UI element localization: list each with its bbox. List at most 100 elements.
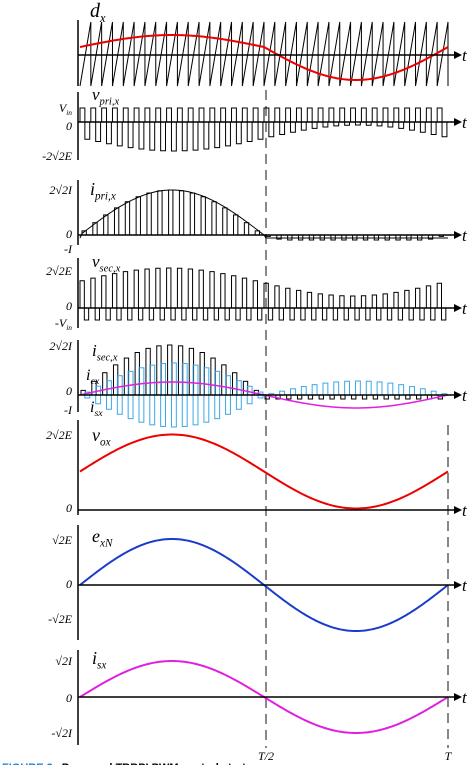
tick-label-main: -2√2E	[42, 149, 73, 163]
pri-voltage-pulse	[425, 107, 437, 135]
cap-current-pulse	[333, 381, 340, 396]
tick-label: -I	[64, 242, 73, 256]
signal-label: dx	[90, 0, 106, 25]
pri-voltage-pulse	[404, 107, 415, 131]
signal-label: vpri,x	[92, 85, 119, 107]
tick-label-main: 0	[66, 577, 72, 591]
tick-label-main: 0	[66, 691, 72, 705]
caption: FIGURE 2. Proposed TBBPI PWM control stra…	[2, 762, 266, 765]
tick-label: 2√2I	[49, 339, 73, 353]
axis-label: t	[462, 113, 468, 132]
sec-voltage-pulse	[393, 291, 404, 321]
pri-current-pulse	[211, 201, 217, 236]
signal-label-sub: ox	[100, 437, 111, 449]
pri-voltage-pulse	[393, 107, 405, 129]
signal-label-main: e	[92, 526, 100, 546]
pri-voltage-pulse	[176, 107, 188, 152]
tick-label-main: 0	[66, 299, 72, 313]
pri-current-pulse	[124, 201, 131, 236]
axis-arrow	[454, 51, 462, 59]
pri-voltage-pulse	[339, 107, 351, 126]
signal-label-main: d	[90, 0, 101, 22]
tick-label-main: -I	[64, 403, 73, 417]
pri-current-pulse	[243, 222, 250, 236]
duty-curve	[79, 33, 449, 82]
pri-voltage-pulse	[187, 107, 199, 151]
sec-voltage-pulse	[122, 271, 133, 321]
cap-current-pulse	[376, 381, 383, 396]
signal-label: ipri,x	[90, 179, 116, 203]
vox-curve	[79, 433, 449, 510]
pri-voltage-pulse	[415, 107, 426, 133]
pri-current-pulse	[233, 214, 239, 236]
cap-current-pulse	[409, 386, 415, 396]
sec-voltage-pulse	[144, 268, 155, 321]
cap-current-pulse	[311, 384, 318, 396]
signal-label-sub: sec,x	[97, 352, 118, 363]
cap-current-pulse	[344, 380, 351, 396]
pri-voltage-pulse	[295, 107, 307, 131]
pri-current-pulse	[157, 190, 163, 236]
pri-voltage-pulse	[382, 107, 394, 128]
sec-voltage-pulse	[436, 282, 447, 321]
sec-voltage-pulse	[220, 273, 230, 321]
axis-arrow	[454, 693, 462, 701]
signal-label: isx	[92, 648, 106, 672]
cap-current-pulse	[290, 388, 296, 396]
signal-label: isec,x	[92, 341, 118, 363]
pri-voltage-pulse	[360, 107, 372, 126]
pri-current-pulse	[146, 192, 152, 236]
signal-label-main: i	[92, 648, 97, 668]
sec-voltage-pulse	[90, 277, 100, 321]
pri-voltage-pulse	[166, 107, 177, 152]
signal-label-main: v	[92, 85, 100, 104]
axis-label: t	[462, 501, 468, 520]
tick-label-main: 0	[66, 227, 72, 241]
signal-label: vox	[92, 425, 111, 449]
tick-label-main: -I	[64, 242, 73, 256]
pri-voltage-pulse	[241, 107, 253, 143]
signal-label: icx	[86, 367, 100, 387]
axis-arrow	[454, 506, 462, 514]
tick-label-main: -√2I	[51, 726, 73, 740]
axis-arrow	[454, 581, 462, 589]
pri-voltage-pulse	[101, 107, 112, 145]
tick-label: 0	[66, 119, 72, 133]
pri-current-pulse	[222, 207, 228, 236]
cap-current-pulse	[387, 382, 394, 396]
tick-label-main: √2E	[52, 533, 73, 547]
signal-label-sub: x	[99, 11, 106, 25]
signal-label-main: v	[92, 252, 100, 271]
sec-voltage-pulse	[295, 289, 306, 321]
sec-voltage-pulse	[425, 285, 436, 321]
pri-voltage-pulse	[144, 107, 156, 151]
cap-current-pulse	[365, 380, 372, 396]
signal-label-main: v	[92, 425, 100, 445]
signal-label-sub: sec,x	[100, 263, 121, 274]
axis-label: t	[462, 386, 468, 405]
pri-current-envelope	[79, 189, 448, 239]
tick-label: -√2E	[48, 612, 73, 626]
signal-label-sub: sx	[97, 660, 106, 672]
axis-label: t	[462, 46, 468, 65]
sec-voltage-pulse	[166, 267, 176, 321]
axis-label: t	[462, 688, 468, 707]
sec-voltage-pulse	[101, 275, 111, 321]
tick-label: √2E	[52, 533, 73, 547]
signal-label-main: i	[86, 367, 90, 384]
pri-voltage-pulse	[209, 107, 221, 149]
cap-current-pulse	[398, 384, 405, 396]
tick-label: -Vin	[55, 316, 72, 332]
signal-label-main: i	[90, 399, 94, 416]
pri-voltage-pulse	[274, 107, 286, 135]
sec-voltage-pulse	[176, 267, 187, 321]
pri-voltage-pulse	[231, 107, 242, 145]
tick-label: 0	[66, 299, 72, 313]
pri-voltage-pulse	[252, 107, 264, 140]
sec-voltage-pulse	[252, 280, 263, 321]
sec-voltage-pulse	[317, 293, 328, 321]
pri-voltage-pulse	[79, 107, 91, 140]
tick-label: 2√2I	[49, 183, 73, 197]
tick-label: 0	[66, 577, 72, 591]
pri-voltage-pulse	[371, 107, 383, 127]
